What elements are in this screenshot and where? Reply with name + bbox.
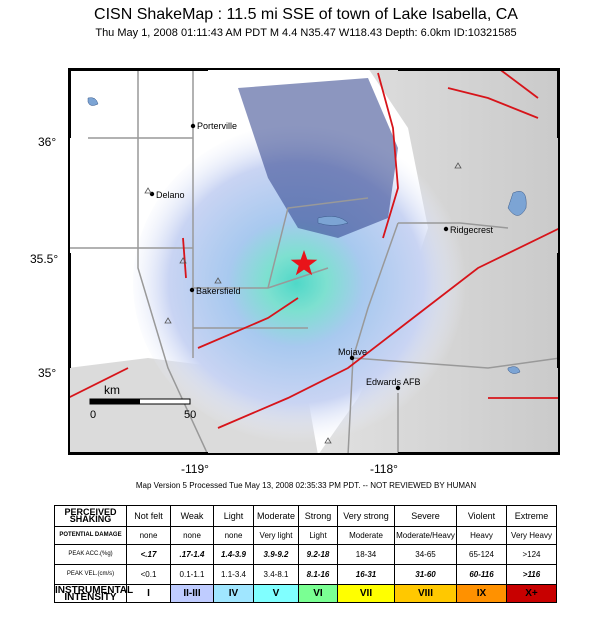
intensity-cell: I	[126, 584, 171, 603]
lon-label-119: -119°	[181, 462, 209, 476]
city-label-edwards-afb: Edwards AFB	[366, 377, 421, 387]
shaking-cell: Not felt	[126, 505, 171, 527]
city-dot-edwards-afb	[395, 385, 401, 391]
acc-cell: 18-34	[337, 544, 395, 565]
shaking-cell: Weak	[170, 505, 214, 527]
vel-cell: 8.1-16	[298, 564, 338, 585]
epicenter-star-icon	[290, 250, 318, 276]
shaking-cell: Very strong	[337, 505, 395, 527]
legend-label-acc: PEAK ACC.(%g)	[54, 544, 127, 565]
road-network	[68, 68, 560, 455]
acc-cell: <.17	[126, 544, 171, 565]
city-dot-bakersfield	[189, 287, 195, 293]
intensity-cell: VIII	[394, 584, 457, 603]
city-dot-porterville	[190, 123, 196, 129]
station-triangles	[144, 162, 462, 444]
scale-bar	[89, 398, 191, 405]
city-label-porterville: Porterville	[197, 121, 237, 131]
acc-cell: 65-124	[456, 544, 507, 565]
shaking-cell: Light	[213, 505, 254, 527]
damage-cell: Moderate/Heavy	[394, 526, 457, 545]
damage-cell: Very Heavy	[506, 526, 557, 545]
damage-cell: none	[126, 526, 171, 545]
damage-cell: Heavy	[456, 526, 507, 545]
shaking-cell: Extreme	[506, 505, 557, 527]
map-version: Map Version 5 Processed Tue May 13, 2008…	[135, 481, 477, 490]
legend-label-damage: POTENTIAL DAMAGE	[54, 526, 127, 545]
vel-cell: 3.4-8.1	[253, 564, 299, 585]
intensity-cell: X+	[506, 584, 557, 603]
vel-cell: 1.1-3.4	[213, 564, 254, 585]
map-title: CISN ShakeMap : 11.5 mi SSE of town of L…	[94, 6, 518, 23]
vel-cell: 16-31	[337, 564, 395, 585]
shaking-cell: Severe	[394, 505, 457, 527]
vel-cell: <0.1	[126, 564, 171, 585]
shakemap: km 0 50 Porterville Delano Bakersfield R…	[68, 68, 560, 455]
faults	[68, 68, 560, 429]
lakes	[87, 97, 527, 374]
acc-cell: 9.2-18	[298, 544, 338, 565]
acc-cell: 1.4-3.9	[213, 544, 254, 565]
city-dot-mojave	[349, 355, 355, 361]
vel-cell: 31-60	[394, 564, 457, 585]
damage-cell: none	[213, 526, 254, 545]
intensity-cell: VII	[337, 584, 395, 603]
sierra-relief	[238, 78, 398, 238]
shaking-cell: Strong	[298, 505, 338, 527]
intensity-cell: IX	[456, 584, 507, 603]
scale-start: 0	[90, 409, 96, 421]
scale-unit: km	[104, 383, 120, 397]
damage-cell: Moderate	[337, 526, 395, 545]
lat-label-35-5: 35.5°	[30, 252, 59, 266]
legend-label-shaking: PERCEIVED SHAKING	[54, 505, 127, 527]
vel-cell: 0.1-1.1	[170, 564, 214, 585]
intensity-legend: PERCEIVED SHAKING Not felt Weak Light Mo…	[54, 505, 557, 603]
lon-label-118: -118°	[370, 462, 398, 476]
damage-cell: none	[170, 526, 214, 545]
damage-cell: Light	[298, 526, 338, 545]
intensity-cell: VI	[298, 584, 338, 603]
intensity-cell: IV	[213, 584, 254, 603]
city-label-bakersfield: Bakersfield	[196, 286, 241, 296]
damage-cell: Very light	[253, 526, 299, 545]
acc-cell: 34-65	[394, 544, 457, 565]
acc-cell: .17-1.4	[170, 544, 214, 565]
acc-cell: 3.9-9.2	[253, 544, 299, 565]
lat-label-36: 36°	[38, 135, 57, 149]
city-label-delano: Delano	[156, 190, 185, 200]
vel-cell: 60-116	[456, 564, 507, 585]
shaking-cell: Moderate	[253, 505, 299, 527]
intensity-cell: V	[253, 584, 299, 603]
event-details: Thu May 1, 2008 01:11:43 AM PDT M 4.4 N3…	[95, 27, 517, 39]
city-label-mojave: Mojave	[338, 347, 367, 357]
lat-label-35: 35°	[38, 366, 57, 380]
city-label-ridgecrest: Ridgecrest	[450, 225, 494, 235]
legend-label-vel: PEAK VEL.(cm/s)	[54, 564, 127, 585]
acc-cell: >124	[506, 544, 557, 565]
intensity-cell: II-III	[170, 584, 214, 603]
scale-end: 50	[184, 409, 196, 421]
shaking-cell: Violent	[456, 505, 507, 527]
city-dot-ridgecrest	[443, 226, 449, 232]
vel-cell: >116	[506, 564, 557, 585]
legend-label-intensity: INSTRUMENTAL INTENSITY	[54, 584, 134, 603]
